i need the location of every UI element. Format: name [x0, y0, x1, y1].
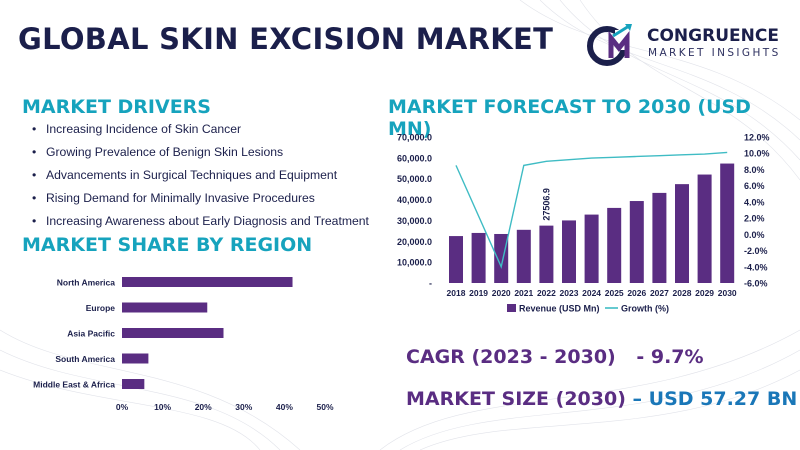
revenue-bar — [471, 232, 486, 283]
left-tick-label: - — [429, 279, 432, 289]
region-label: Asia Pacific — [67, 329, 115, 339]
left-tick-label: 30,000.0 — [397, 216, 432, 226]
revenue-bar — [607, 207, 622, 283]
right-tick-label: 4.0% — [744, 197, 765, 207]
revenue-bar — [539, 225, 554, 283]
legend-label-growth: Growth (%) — [621, 304, 669, 314]
cagr-label: CAGR (2023 - 2030) — [406, 346, 616, 368]
x-tick-label: 2021 — [514, 288, 533, 298]
x-tick-label: 40% — [276, 402, 293, 412]
forecast-heading: MARKET FORECAST TO 2030 (USD MN) — [388, 96, 751, 140]
x-tick-label: 2022 — [537, 288, 556, 298]
x-tick-label: 2028 — [673, 288, 692, 298]
right-tick-label: -6.0% — [744, 279, 768, 289]
market-size-stat: MARKET SIZE (2030) – USD 57.27 BN — [406, 388, 797, 410]
revenue-bar — [675, 184, 689, 283]
cagr-value: - 9.7% — [636, 346, 704, 368]
region-bar — [122, 353, 149, 364]
data-label: 27506.9 — [541, 188, 551, 221]
x-tick-label: 0% — [116, 402, 129, 412]
cm-monogram-icon — [587, 24, 632, 66]
right-tick-label: 10.0% — [744, 149, 770, 159]
x-tick-label: 2029 — [695, 288, 714, 298]
region-label: Europe — [86, 303, 116, 313]
driver-item: Advancements in Surgical Techniques and … — [30, 168, 369, 191]
right-tick-label: -2.0% — [744, 246, 768, 256]
revenue-bar — [494, 233, 509, 283]
revenue-bar — [449, 236, 463, 283]
revenue-bar — [720, 163, 735, 283]
x-tick-label: 30% — [235, 402, 252, 412]
region-bar — [122, 328, 224, 338]
right-tick-label: -4.0% — [744, 262, 768, 272]
revenue-bar — [516, 229, 531, 283]
drivers-heading: MARKET DRIVERS — [22, 96, 211, 118]
driver-item: Growing Prevalence of Benign Skin Lesion… — [30, 145, 369, 168]
cagr-stat: CAGR (2023 - 2030) - 9.7% — [406, 346, 704, 368]
revenue-bar — [584, 214, 599, 283]
region-bar — [122, 277, 293, 287]
driver-item: Increasing Incidence of Skin Cancer — [30, 122, 369, 145]
right-tick-label: 6.0% — [744, 181, 765, 191]
drivers-list: Increasing Incidence of Skin Cancer Grow… — [30, 122, 369, 237]
legend-swatch-revenue — [507, 304, 516, 312]
right-tick-label: 0.0% — [744, 230, 765, 240]
x-tick-label: 2020 — [492, 288, 511, 298]
left-tick-label: 10,000.0 — [397, 258, 432, 268]
x-tick-label: 2027 — [650, 288, 669, 298]
x-tick-label: 10% — [154, 402, 171, 412]
market-size-label: MARKET SIZE (2030) — [406, 388, 626, 410]
left-tick-label: 50,000.0 — [397, 174, 432, 184]
driver-item: Increasing Awareness about Early Diagnos… — [30, 214, 369, 237]
market-size-value: – USD 57.27 BN — [632, 388, 798, 410]
revenue-bar — [629, 201, 644, 283]
left-tick-label: 70,000.0 — [397, 133, 432, 143]
x-tick-label: 20% — [195, 402, 212, 412]
share-heading: MARKET SHARE BY REGION — [22, 234, 313, 256]
x-tick-label: 2024 — [582, 288, 601, 298]
region-label: North America — [57, 278, 116, 288]
x-tick-label: 2025 — [605, 288, 624, 298]
left-tick-label: 20,000.0 — [397, 237, 432, 247]
right-tick-label: 8.0% — [744, 165, 765, 175]
revenue-bar — [562, 220, 576, 283]
legend-label-revenue: Revenue (USD Mn) — [519, 304, 600, 314]
left-tick-label: 60,000.0 — [397, 153, 432, 163]
logo-name: CONGRUENCE — [647, 26, 779, 46]
x-tick-label: 2030 — [718, 288, 737, 298]
page-title: GLOBAL SKIN EXCISION MARKET — [18, 22, 554, 56]
x-tick-label: 50% — [316, 402, 333, 412]
revenue-bar — [697, 174, 712, 283]
logo-tagline: MARKET INSIGHTS — [648, 47, 781, 59]
x-tick-label: 2023 — [560, 288, 579, 298]
right-tick-label: 2.0% — [744, 214, 765, 224]
x-tick-label: 2026 — [627, 288, 646, 298]
left-tick-label: 40,000.0 — [397, 195, 432, 205]
driver-item: Rising Demand for Minimally Invasive Pro… — [30, 191, 369, 214]
region-bar — [122, 379, 145, 389]
growth-line — [455, 151, 728, 269]
x-tick-label: 2018 — [447, 288, 466, 298]
region-bar — [122, 302, 208, 313]
region-label: Middle East & Africa — [33, 380, 115, 390]
region-label: South America — [55, 354, 115, 364]
company-logo: CONGRUENCE MARKET INSIGHTS — [585, 22, 785, 68]
right-tick-label: 12.0% — [744, 133, 770, 143]
revenue-bar — [652, 192, 667, 283]
x-tick-label: 2019 — [469, 288, 488, 298]
